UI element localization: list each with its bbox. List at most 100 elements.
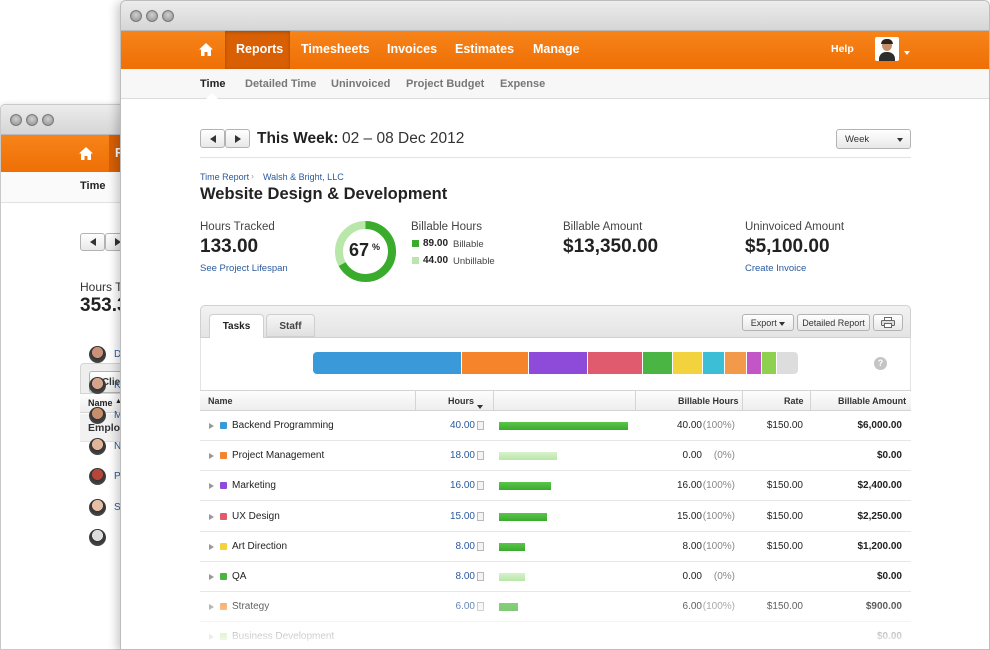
user-avatar[interactable] (875, 37, 899, 61)
zoom-dot[interactable] (42, 114, 54, 126)
document-icon[interactable] (477, 541, 484, 551)
back-col-name[interactable]: Name (88, 398, 113, 408)
task-hours[interactable]: 6.00 (455, 601, 475, 613)
hours-tracked-label: Hours Tracked (200, 221, 275, 233)
stacked-segment[interactable] (586, 352, 643, 374)
table-row[interactable]: Project Management 18.00 0.00 (0%) $0.00 (200, 441, 911, 472)
task-rate: $150.00 (766, 510, 803, 522)
document-icon[interactable] (477, 451, 484, 461)
subtab-detailed-time[interactable]: Detailed Time (245, 78, 317, 90)
person-name[interactable]: P (114, 471, 121, 482)
document-icon[interactable] (477, 481, 484, 491)
nav-estimates[interactable]: Estimates (455, 42, 515, 56)
close-dot[interactable] (10, 114, 22, 126)
task-hours[interactable]: 8.00 (455, 540, 475, 552)
project-lifespan-link[interactable]: See Project Lifespan (200, 263, 288, 274)
titlebar (121, 1, 989, 31)
create-invoice-link[interactable]: Create Invoice (745, 263, 807, 274)
person-name[interactable]: K (114, 379, 121, 391)
prev-week-button[interactable] (200, 129, 225, 148)
document-icon[interactable] (477, 421, 484, 430)
back-nav-reports[interactable]: R (115, 146, 124, 160)
breadcrumb-client[interactable]: Walsh & Bright, LLC (263, 172, 344, 182)
person-name[interactable]: D (114, 349, 122, 360)
minimize-dot[interactable] (26, 114, 38, 126)
nav-timesheets[interactable]: Timesheets (301, 42, 370, 56)
task-billable-amount: $0.00 (876, 571, 902, 582)
stacked-segment[interactable] (461, 352, 528, 374)
task-hours[interactable]: 8.00 (455, 571, 475, 582)
expand-arrow-icon[interactable] (209, 543, 214, 550)
hours-bar (499, 512, 548, 521)
table-row[interactable]: Art Direction 8.00 8.00 (100%) $150.00 $1,200… (200, 532, 911, 562)
table-row[interactable]: QA 8.00 0.00 (0%) $0.00 (200, 562, 911, 592)
subtab-time[interactable]: Time (200, 78, 226, 90)
tab-staff[interactable]: Staff (266, 314, 315, 337)
subtab-expense[interactable]: Expense (500, 78, 546, 90)
stacked-segment[interactable] (760, 352, 776, 374)
stacked-segment[interactable] (746, 352, 761, 374)
sort-desc-icon[interactable] (477, 398, 483, 416)
expand-arrow-icon[interactable] (209, 604, 214, 611)
table-row[interactable]: UX Design 15.00 15.00 (100%) $150.00 $2,250.0… (200, 502, 911, 532)
expand-arrow-icon[interactable] (209, 574, 214, 580)
table-row[interactable]: Marketing 16.00 16.00 (100%) $150.00 $2,400.0… (200, 471, 911, 502)
export-button[interactable]: Export (742, 314, 794, 331)
print-button[interactable] (873, 314, 903, 331)
stacked-segment[interactable] (701, 352, 724, 374)
nav-help[interactable]: Help (831, 43, 854, 55)
stacked-segment[interactable] (775, 352, 798, 374)
task-stacked-bar (313, 352, 798, 374)
col-billable-hours[interactable]: Billable Hours (678, 396, 739, 406)
task-hours[interactable]: 15.00 (449, 510, 475, 522)
person-name[interactable]: S (114, 501, 121, 513)
table-row[interactable]: Strategy 6.00 6.00 (100%) $150.00 $900.00 (200, 592, 911, 623)
tab-tasks[interactable]: Tasks (209, 314, 264, 339)
task-hours[interactable]: 16.00 (449, 480, 475, 492)
minimize-dot[interactable] (146, 10, 158, 22)
expand-arrow-icon[interactable] (209, 634, 214, 641)
expand-arrow-icon[interactable] (209, 423, 214, 429)
home-icon[interactable] (198, 42, 214, 57)
document-icon[interactable] (477, 511, 484, 521)
zoom-dot[interactable] (162, 10, 174, 22)
page-title: Website Design & Development (200, 185, 448, 203)
subtab-uninvoiced[interactable]: Uninvoiced (331, 78, 391, 90)
col-billable-amount[interactable]: Billable Amount (838, 396, 907, 406)
person-name[interactable]: M (114, 410, 123, 421)
period-select[interactable]: Week (836, 129, 911, 149)
help-icon[interactable]: ? (874, 357, 887, 370)
back-prev-button[interactable] (80, 233, 105, 251)
person-name[interactable]: N (114, 440, 122, 452)
table-row[interactable]: Backend Programming 40.00 40.00 (100%) $150.… (200, 411, 911, 441)
expand-arrow-icon[interactable] (209, 483, 214, 490)
detailed-report-button[interactable]: Detailed Report (797, 314, 870, 331)
nav-reports[interactable]: Reports (225, 31, 290, 69)
stacked-segment[interactable] (672, 352, 702, 374)
col-hours[interactable]: Hours (448, 396, 475, 406)
stacked-segment[interactable] (723, 352, 747, 374)
nav-invoices[interactable]: Invoices (387, 42, 438, 56)
col-rate[interactable]: Rate (784, 396, 804, 406)
next-week-button[interactable] (225, 129, 250, 148)
document-icon[interactable] (477, 602, 484, 612)
back-tab-time[interactable]: Time (80, 180, 106, 192)
expand-arrow-icon[interactable] (209, 453, 214, 460)
document-icon[interactable] (477, 572, 484, 581)
close-dot[interactable] (130, 10, 142, 22)
home-icon[interactable] (78, 146, 94, 161)
stacked-segment[interactable] (642, 352, 673, 374)
breadcrumb-time-report[interactable]: Time Report (200, 172, 250, 182)
chevron-down-icon[interactable] (904, 44, 910, 62)
stacked-segment[interactable] (313, 352, 462, 374)
task-billable-hours: 6.00 (682, 601, 702, 613)
nav-manage[interactable]: Manage (533, 42, 580, 56)
table-row[interactable]: Business Development $0.00 (200, 622, 911, 649)
stacked-segment[interactable] (527, 352, 587, 374)
task-billable-percent: (100%) (702, 480, 735, 492)
col-name[interactable]: Name (208, 396, 233, 406)
subtab-project-budget[interactable]: Project Budget (406, 78, 485, 90)
task-hours[interactable]: 40.00 (449, 420, 475, 431)
task-hours[interactable]: 18.00 (449, 450, 475, 462)
expand-arrow-icon[interactable] (209, 513, 214, 520)
